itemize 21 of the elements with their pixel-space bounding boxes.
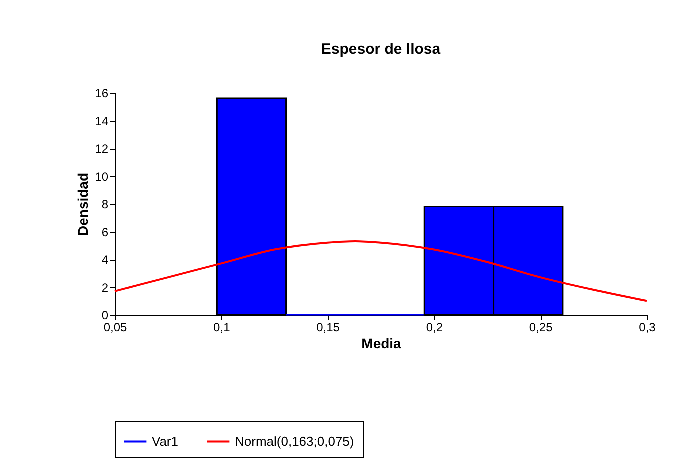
y-tick-label: 14 [95,114,109,128]
x-tick-label: 0,05 [104,320,128,334]
y-tick-label: 6 [102,225,109,240]
chart-title: Espesor de llosa [321,41,442,58]
x-tick-label: 0,15 [316,320,340,334]
legend-label: Var1 [152,434,178,449]
x-tick-label: 0,3 [639,320,656,334]
y-tick-label: 12 [95,142,109,156]
y-axis-title: Densidad [75,172,92,236]
y-tick-label: 8 [102,198,109,212]
line-series [114,240,648,302]
y-tick-label: 4 [102,253,109,267]
x-tick-label: 0,25 [529,320,554,334]
y-tick-label: 10 [95,170,109,184]
x-axis-title: Media [362,336,402,352]
x-tick-label: 0,1 [214,320,231,334]
y-tick-label: 0 [102,308,109,322]
y-tick-label: 16 [95,86,109,100]
legend-label: Normal(0,163;0,075) [235,434,354,449]
x-tick-label: 0,2 [426,320,444,334]
y-tick-label: 2 [102,280,109,295]
